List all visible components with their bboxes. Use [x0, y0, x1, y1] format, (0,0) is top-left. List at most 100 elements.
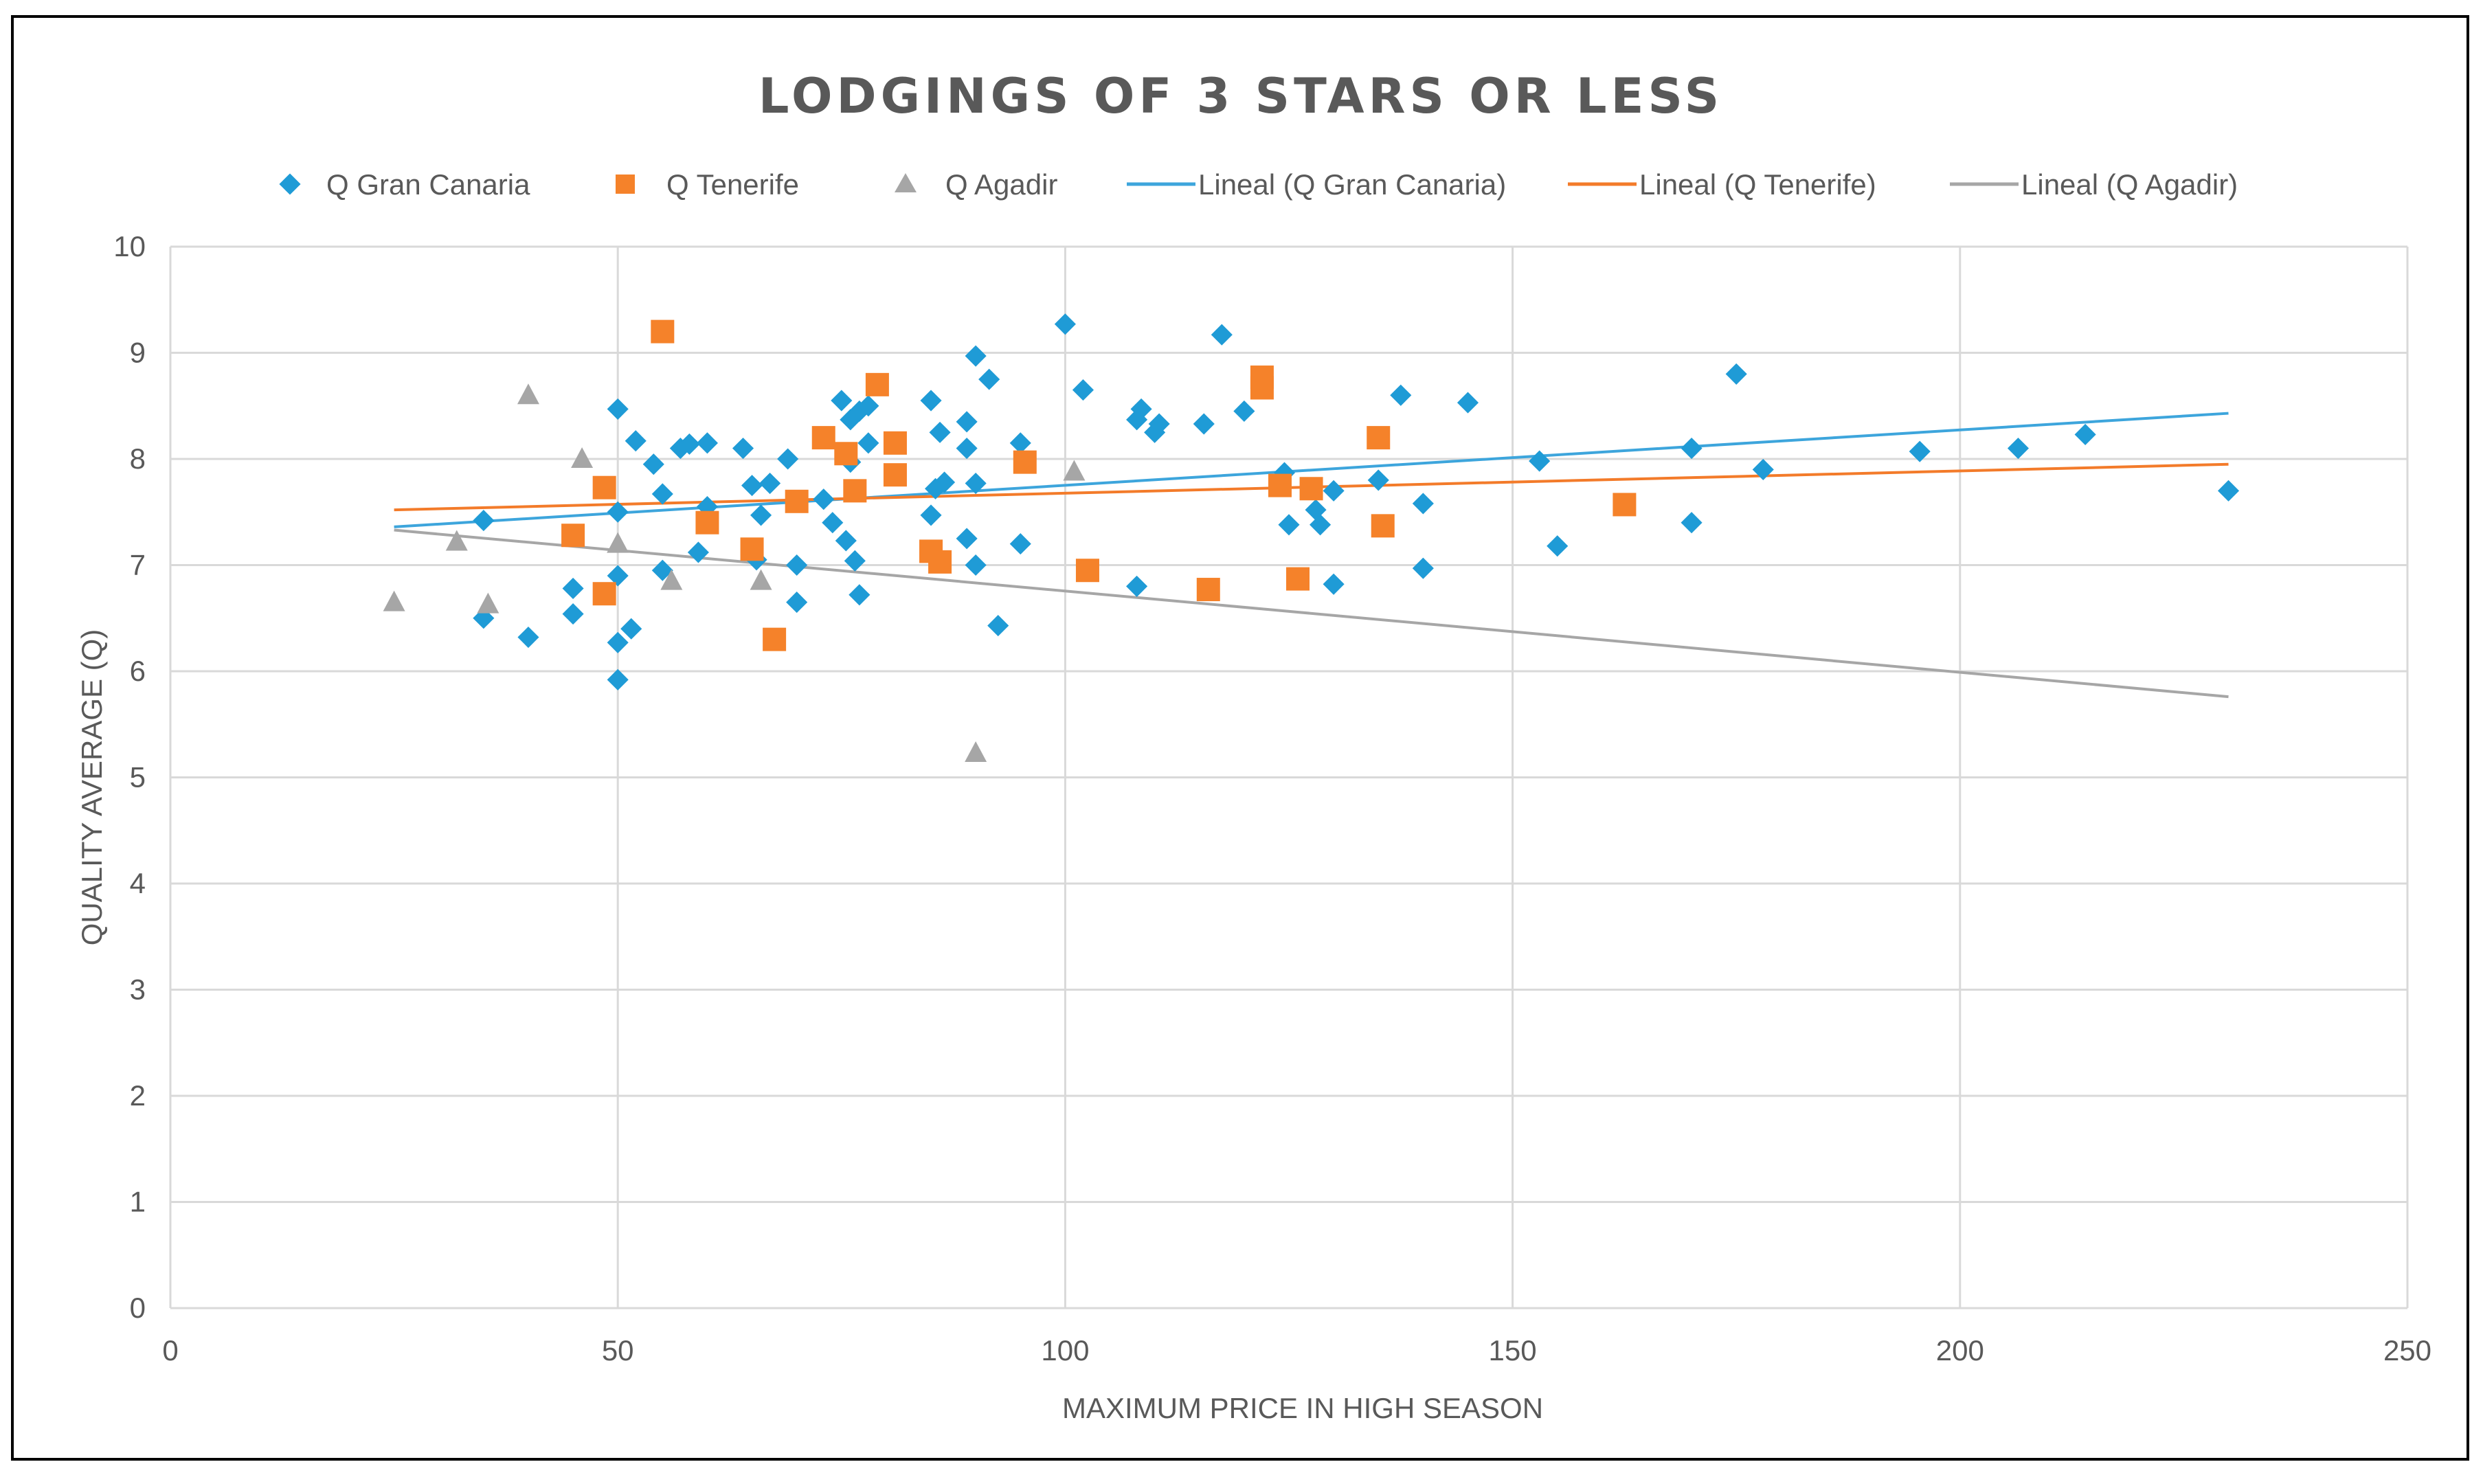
y-axis-ticks: 0 1 2 3 4 5 6 7 8 9 10: [113, 230, 146, 1324]
y-tick-label: 0: [130, 1292, 146, 1324]
legend-label: Q Gran Canaria: [326, 168, 530, 201]
gran-canaria-point: [929, 421, 951, 443]
tenerife-point: [1075, 559, 1099, 583]
gran-canaria-point: [750, 504, 772, 526]
gran-canaria-point: [857, 432, 879, 454]
tenerife-point: [592, 582, 616, 606]
legend-label: Q Agadir: [945, 168, 1057, 201]
chart-frame: LODGINGS OF 3 STARS OR LESS Q Gran Canar…: [11, 15, 2469, 1461]
legend-label: Lineal (Q Gran Canaria): [1198, 168, 1506, 201]
gran-canaria-point: [978, 368, 1000, 390]
x-tick-label: 0: [162, 1334, 178, 1367]
gran-canaria-point: [1323, 573, 1345, 595]
legend-label: Lineal (Q Tenerife): [1639, 168, 1876, 201]
agadir-point: [750, 569, 772, 590]
gran-canaria-point: [813, 488, 835, 510]
y-tick-label: 3: [130, 974, 146, 1006]
gran-canaria-point: [2074, 423, 2096, 446]
x-tick-label: 200: [1936, 1334, 1984, 1367]
gran-canaria-point: [625, 430, 647, 452]
x-axis-label: MAXIMUM PRICE IN HIGH SEASON: [1062, 1392, 1543, 1424]
tenerife-point: [1367, 426, 1391, 450]
tenerife-point: [1613, 493, 1637, 517]
agadir-point: [607, 532, 629, 553]
tenerife-point: [740, 537, 764, 561]
gran-canaria-point: [642, 453, 664, 475]
gran-canaria-point: [562, 577, 584, 600]
tenerife-point: [1371, 514, 1395, 538]
tenerife-point: [561, 524, 585, 548]
gran-canaria-point: [987, 615, 1009, 637]
tenerife-point: [651, 319, 675, 344]
gran-canaria-point: [1752, 458, 1774, 481]
legend: Q Gran Canaria Q Tenerife Q Agadir Linea…: [279, 168, 2238, 201]
gran-canaria-point: [473, 510, 495, 532]
agadir-point: [660, 569, 683, 590]
gran-canaria-point: [956, 528, 978, 550]
gran-canaria-point: [1126, 575, 1148, 597]
legend-label: Lineal (Q Agadir): [2021, 168, 2238, 201]
gran-canaria-point: [822, 512, 844, 534]
tenerife-point: [1196, 578, 1220, 602]
tenerife-point: [843, 479, 867, 503]
y-tick-label: 4: [130, 867, 146, 899]
gran-canaria-point: [844, 550, 866, 572]
y-tick-label: 8: [130, 442, 146, 475]
tenerife-point: [1299, 477, 1323, 501]
tenerife-point: [834, 442, 858, 466]
agadir-point: [965, 741, 987, 762]
gran-canaria-point: [759, 472, 781, 495]
gran-canaria-point: [1909, 440, 1931, 462]
y-tick-label: 6: [130, 655, 146, 687]
gran-canaria-point: [786, 592, 808, 614]
y-tick-label: 5: [130, 761, 146, 794]
legend-item-gran-canaria: Q Gran Canaria: [279, 168, 530, 201]
agadir-point: [383, 590, 405, 611]
legend-marker-diamond: [279, 173, 301, 195]
x-tick-label: 250: [2383, 1334, 2431, 1367]
tenerife-point: [1013, 450, 1037, 474]
gran-canaria-point: [607, 398, 629, 420]
legend-item-lineal-tenerife: Lineal (Q Tenerife): [1568, 168, 1876, 201]
gran-canaria-point: [831, 390, 853, 412]
gran-canaria-point: [835, 530, 857, 552]
gran-canaria-point: [1412, 493, 1434, 515]
tenerife-point: [865, 372, 889, 396]
gran-canaria-point: [777, 448, 799, 470]
gran-canaria-point: [2007, 437, 2030, 460]
gran-canaria-point: [920, 390, 942, 412]
gran-canaria-point: [965, 345, 987, 367]
legend-marker-square: [616, 175, 635, 194]
gran-canaria-point: [1009, 533, 1031, 555]
gran-canaria-point: [1681, 437, 1703, 460]
tenerife-point: [592, 475, 616, 499]
gran-canaria-point: [687, 541, 709, 563]
gran-canaria-point: [1367, 469, 1389, 491]
gran-canaria-point: [732, 437, 754, 460]
gran-canaria-point: [1725, 363, 1747, 385]
gran-canaria-point: [956, 411, 978, 433]
legend-item-lineal-agadir: Lineal (Q Agadir): [1950, 168, 2238, 201]
gran-canaria-point: [1072, 379, 1094, 401]
gran-canaria-point: [1547, 535, 1569, 557]
chart-title: LODGINGS OF 3 STARS OR LESS: [759, 68, 1723, 124]
gran-canaria-point: [517, 627, 539, 649]
x-axis-ticks: 0 50 100 150 200 250: [162, 1334, 2431, 1367]
trendlines: [394, 412, 2229, 699]
y-tick-label: 2: [130, 1079, 146, 1112]
tenerife-point: [928, 550, 952, 574]
gran-canaria-point: [1193, 413, 1215, 435]
data-points: [383, 313, 2240, 762]
scatter-chart: LODGINGS OF 3 STARS OR LESS Q Gran Canar…: [76, 68, 2431, 1424]
gran-canaria-point: [1233, 400, 1255, 423]
gran-canaria-point: [1211, 324, 1233, 346]
gran-canaria-point: [620, 618, 642, 640]
y-axis-label: QUALITY AVERAGE (Q): [76, 629, 108, 946]
gran-canaria-point: [2217, 480, 2240, 502]
x-tick-label: 150: [1489, 1334, 1537, 1367]
gran-canaria-point: [1412, 557, 1434, 579]
legend-item-lineal-gran-canaria: Lineal (Q Gran Canaria): [1127, 168, 1506, 201]
x-tick-label: 100: [1041, 1334, 1089, 1367]
tenerife-point: [1286, 567, 1310, 591]
legend-item-agadir: Q Agadir: [895, 168, 1057, 201]
